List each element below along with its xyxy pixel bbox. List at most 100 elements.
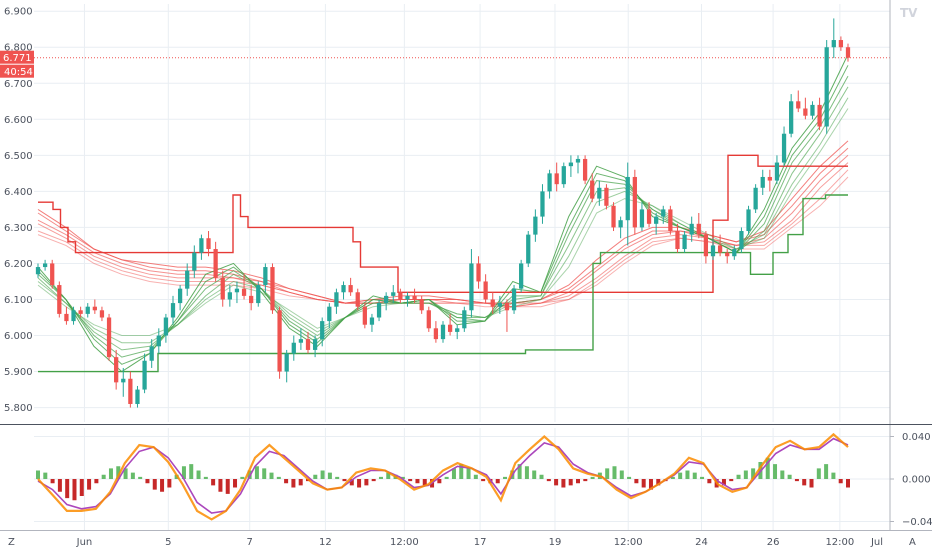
candle-body xyxy=(519,263,524,289)
candle-body xyxy=(462,310,467,329)
histogram-bar xyxy=(79,479,84,496)
histogram-bar xyxy=(108,468,113,479)
auto-scale-button[interactable]: A xyxy=(909,537,916,548)
candle-body xyxy=(511,288,517,311)
histogram-bar xyxy=(685,470,690,479)
histogram-bar xyxy=(554,479,559,486)
candle-body xyxy=(447,324,453,332)
candle-body xyxy=(227,292,232,300)
price-tick-label: 6.400 xyxy=(4,187,33,198)
histogram-bar xyxy=(824,464,829,479)
fast-ribbon-line xyxy=(37,75,849,358)
time-tick-label: 17 xyxy=(474,537,487,548)
histogram-bar xyxy=(539,474,544,479)
histogram-bar xyxy=(357,479,362,488)
histogram-bar xyxy=(692,472,697,479)
candle-body xyxy=(327,306,332,322)
candle-body xyxy=(526,234,531,264)
candle-body xyxy=(412,295,417,300)
last-price-label: 6.771 xyxy=(3,53,32,64)
histogram-bar xyxy=(794,479,799,482)
histogram-bar xyxy=(517,464,522,479)
price-tick-label: 6.200 xyxy=(4,259,33,270)
candle-body xyxy=(789,101,794,134)
histogram-bar xyxy=(72,479,77,501)
candle-body xyxy=(547,173,552,192)
candle-body xyxy=(192,252,197,271)
candle-body xyxy=(177,288,183,304)
candle-body xyxy=(398,292,403,300)
candle-body xyxy=(810,104,815,116)
histogram-bar xyxy=(503,476,508,479)
candle-body xyxy=(696,223,701,235)
histogram-bar xyxy=(254,466,259,479)
candle-body xyxy=(540,191,545,217)
candle-body xyxy=(533,216,538,235)
histogram-bar xyxy=(721,479,726,486)
histogram-bar xyxy=(291,479,296,488)
tradingview-logo-icon: TV xyxy=(900,6,918,20)
timezone-corner-label: Z xyxy=(8,537,15,548)
histogram-bar xyxy=(670,476,675,479)
time-tick-label: 19 xyxy=(549,537,562,548)
candle-body xyxy=(199,238,204,253)
candle-body xyxy=(476,263,481,282)
candle-body xyxy=(426,310,431,329)
histogram-bar xyxy=(495,479,500,484)
candle-body xyxy=(121,378,126,383)
price-indicator-lines xyxy=(34,54,890,373)
histogram-bar xyxy=(43,472,48,479)
candle-body xyxy=(35,267,41,275)
candle-body xyxy=(568,162,574,167)
candle-body xyxy=(362,306,367,325)
histogram-bar xyxy=(524,466,529,479)
candle-body xyxy=(348,285,353,293)
time-tick-label: 5 xyxy=(165,537,171,548)
candle-body xyxy=(796,101,801,109)
histogram-bar xyxy=(583,479,588,482)
candle-body xyxy=(469,263,474,311)
candle-body xyxy=(384,295,389,304)
fast-ribbon-line xyxy=(37,65,849,365)
candle-body xyxy=(590,180,595,199)
histogram-bar xyxy=(233,479,238,488)
histogram-bar xyxy=(386,472,391,479)
histogram-bar xyxy=(780,470,785,479)
histogram-bar xyxy=(765,457,770,479)
histogram-bar xyxy=(145,479,150,484)
histogram-bar xyxy=(320,470,325,479)
candle-body xyxy=(376,303,382,318)
histogram-bar xyxy=(473,474,478,479)
histogram-bar xyxy=(678,472,683,479)
candle-body xyxy=(341,285,346,293)
histogram-bar xyxy=(408,479,413,482)
histogram-bar xyxy=(400,476,405,479)
oscillator-tick-label: 0.040 xyxy=(902,432,931,443)
candle-body xyxy=(490,299,495,307)
candle-body xyxy=(817,104,822,127)
candle-body xyxy=(206,238,211,250)
candle-body xyxy=(831,40,836,48)
candle-body xyxy=(618,220,623,228)
time-tick-label: 7 xyxy=(247,537,253,548)
histogram-bar xyxy=(700,476,705,479)
slow-ribbon-line xyxy=(37,147,849,304)
candle-body xyxy=(185,270,190,289)
histogram-bar xyxy=(605,468,610,479)
candle-body xyxy=(646,209,652,224)
histogram-bar xyxy=(152,479,157,490)
slow-ribbon-line xyxy=(37,162,849,308)
candle-body xyxy=(220,277,225,300)
candle-body xyxy=(291,342,296,354)
histogram-bar xyxy=(167,479,172,488)
candle-body xyxy=(604,187,609,206)
candle-body xyxy=(440,324,446,340)
histogram-bar xyxy=(327,472,332,479)
candle-body xyxy=(838,40,844,48)
candle-body xyxy=(661,209,666,217)
histogram-bar xyxy=(707,479,712,484)
histogram-bar xyxy=(415,479,420,484)
candle-body xyxy=(781,133,787,163)
histogram-bar xyxy=(284,479,289,484)
